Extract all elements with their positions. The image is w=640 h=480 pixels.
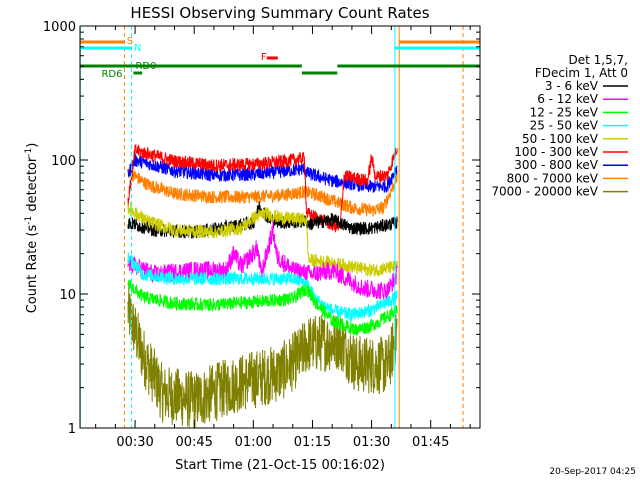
x-tick-label: 00:45 [175,435,212,450]
y-label-part-1: Count Rate (s [25,225,40,314]
x-tick-label: 00:30 [116,435,153,450]
flag-label-n: N [134,43,141,54]
legend-entry-label: 50 - 100 keV [522,132,599,146]
flag-label-f: F [261,52,267,63]
y-axis-ticks: 1 10 100 1000 [43,20,480,437]
legend-entry-label: 25 - 50 keV [530,119,599,133]
y-tick-label: 1 [68,422,76,437]
series-line-8-seg-1 [127,252,398,322]
y-label-part-2: detector [25,156,40,216]
legend-entry-label: 800 - 7000 keV [507,171,599,185]
legend-entry-label: 7000 - 20000 keV [491,185,598,199]
x-tick-label: 01:30 [353,435,390,450]
y-tick-label: 1000 [43,20,76,35]
flags-layer: SN RD0 RD6 F [80,36,480,80]
series-layer [127,143,398,428]
y-axis-label: Count Rate (s-1 detector-1) [24,143,40,314]
x-axis-label: Start Time (21-Oct-15 00:16:02) [175,458,385,473]
y-tick-label: 100 [51,154,76,169]
footer-timestamp: 20-Sep-2017 04:25 [549,467,636,477]
series-line-2-seg-1 [127,167,398,217]
y-label-sup-1: -1 [24,216,34,225]
flag-label-s: S [127,36,133,47]
legend-entry-label: 100 - 300 keV [514,145,598,159]
flag-label-rd6: RD6 [101,69,122,80]
legend-entry-label: 300 - 800 keV [514,158,598,172]
plot-frame [79,25,481,429]
y-tick-label: 10 [59,288,76,303]
series-line-4-seg-1 [127,143,398,233]
x-tick-label: 01:15 [294,435,331,450]
chart-title: HESSI Observing Summary Count Rates [130,4,429,22]
legend-entry-label: 6 - 12 keV [537,92,599,106]
y-label-part-3: ) [25,143,40,148]
legend-header-line-2: FDecim 1, Att 0 [535,66,628,80]
series-line-1-seg-1 [127,284,398,428]
x-axis-ticks: 00:30 00:45 01:00 01:15 01:30 01:45 [95,26,471,450]
y-label-sup-2: -1 [24,148,34,157]
x-tick-label: 01:45 [412,435,449,450]
legend-entry-label: 3 - 6 keV [545,79,599,93]
flag-label-rd0: RD0 [135,61,156,72]
legend-header-line-1: Det 1,5,7, [569,53,629,67]
x-tick-label: 01:00 [235,435,272,450]
series-line-9-seg-1 [127,279,398,336]
legend-entry-label: 12 - 25 keV [530,105,599,119]
series-line-6-seg-1 [127,201,398,277]
